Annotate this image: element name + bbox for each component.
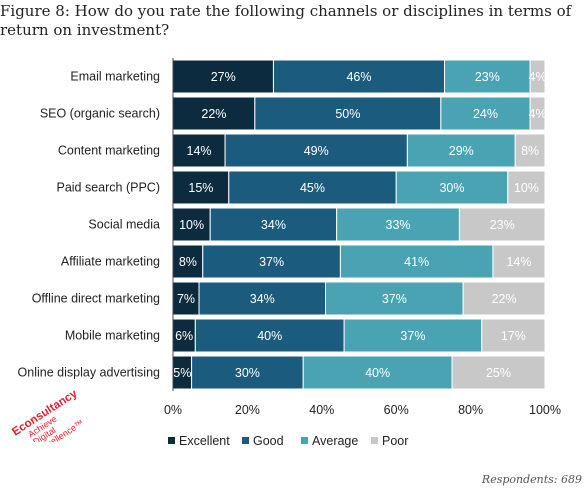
x-tick-labels: 0% 20% 40% 60% 80% 100% — [164, 403, 561, 417]
bar-segment-poor — [529, 96, 546, 131]
bar-segment-good — [228, 170, 397, 205]
data-label: 37% — [382, 292, 407, 306]
bar-segment-poor — [492, 244, 546, 279]
data-label: 4% — [529, 107, 547, 121]
x-tick-label: 20% — [235, 403, 260, 417]
category-label: Offline direct marketing — [32, 292, 160, 306]
data-label: 14% — [187, 144, 212, 158]
bar-segment-average — [395, 170, 509, 205]
data-label: 22% — [201, 107, 226, 121]
category-labels: Email marketing SEO (organic search) Conte… — [18, 70, 161, 380]
bar-segment-excellent — [172, 170, 230, 205]
category-label: Paid search (PPC) — [56, 181, 160, 195]
bar-segment-excellent — [172, 96, 256, 131]
data-label: 29% — [449, 144, 474, 158]
bar-segment-poor — [507, 170, 546, 205]
bar-segment-average — [444, 59, 531, 94]
data-label: 22% — [492, 292, 517, 306]
bar-segment-excellent — [172, 59, 274, 94]
data-label: 27% — [211, 70, 236, 84]
bar-segment-good — [224, 133, 408, 168]
bar-segment-good — [209, 207, 338, 242]
data-label: 34% — [250, 292, 275, 306]
econsultancy-logo: Econsultancy Achieve Digital Excellence™ — [10, 387, 85, 442]
respondents-note: Respondents: 689 — [481, 473, 582, 486]
x-tick-label: 100% — [529, 403, 561, 417]
data-label: 8% — [179, 255, 197, 269]
x-tick-label: 40% — [309, 403, 334, 417]
legend-swatch-excellent — [168, 437, 175, 444]
bar-segment-poor — [529, 59, 546, 94]
bar-segment-good — [254, 96, 442, 131]
category-label: Social media — [88, 218, 160, 232]
data-label: 37% — [400, 329, 425, 343]
figure-title: Figure 8: How do you rate the following … — [0, 2, 572, 39]
data-label: 30% — [235, 366, 260, 380]
data-label: 10% — [514, 181, 539, 195]
category-label: Mobile marketing — [65, 329, 160, 343]
bar-segment-poor — [451, 355, 546, 390]
data-label: 14% — [506, 255, 531, 269]
data-label: 8% — [521, 144, 539, 158]
x-tick-label: 60% — [384, 403, 409, 417]
data-label: 40% — [257, 329, 282, 343]
x-tick-label: 80% — [458, 403, 483, 417]
bar-segment-good — [194, 318, 345, 353]
legend-swatch-average — [301, 437, 308, 444]
category-label: Affiliate marketing — [61, 255, 160, 269]
bar-segment-average — [336, 207, 460, 242]
data-label: 10% — [179, 218, 204, 232]
bar-segment-good — [272, 59, 446, 94]
bar-segment-average — [339, 244, 494, 279]
bars-group: 27% 46% 23% 4% 22% 50% 24% 4% 14% 49% 29% 8% 15% 45% 3… — [172, 59, 547, 390]
data-label: 34% — [261, 218, 286, 232]
category-label: Email marketing — [70, 70, 160, 84]
bar-segment-poor — [514, 133, 546, 168]
data-label: 23% — [475, 70, 500, 84]
bar-segment-good — [202, 244, 341, 279]
data-label: 23% — [490, 218, 515, 232]
bar-segment-poor — [458, 207, 546, 242]
bar-segment-average — [325, 281, 464, 316]
bar-segment-excellent — [172, 244, 204, 279]
legend-label-excellent: Excellent — [179, 434, 230, 448]
bar-segment-average — [440, 96, 531, 131]
bar-segment-poor — [462, 281, 546, 316]
data-label: 41% — [404, 255, 429, 269]
data-label: 40% — [365, 366, 390, 380]
data-label: 49% — [304, 144, 329, 158]
data-label: 25% — [486, 366, 511, 380]
category-label: Content marketing — [58, 144, 160, 158]
data-label: 50% — [335, 107, 360, 121]
legend-label-average: Average — [312, 434, 358, 448]
data-label: 24% — [473, 107, 498, 121]
data-label: 5% — [173, 366, 191, 380]
data-label: 7% — [177, 292, 195, 306]
data-label: 37% — [259, 255, 284, 269]
data-label: 46% — [346, 70, 371, 84]
bar-segment-poor — [481, 318, 546, 353]
data-label: 17% — [501, 329, 526, 343]
data-label: 30% — [439, 181, 464, 195]
data-label: 6% — [175, 329, 193, 343]
bar-segment-excellent — [172, 207, 211, 242]
bar-segment-average — [343, 318, 483, 353]
legend-label-poor: Poor — [382, 434, 408, 448]
data-label: 45% — [300, 181, 325, 195]
legend-label-good: Good — [253, 434, 284, 448]
legend: Excellent Good Average Poor — [168, 434, 408, 448]
x-tick-label: 0% — [164, 403, 182, 417]
data-label: 15% — [188, 181, 213, 195]
category-label: SEO (organic search) — [40, 107, 160, 121]
legend-swatch-poor — [371, 437, 378, 444]
data-label: 4% — [529, 70, 547, 84]
data-label: 33% — [386, 218, 411, 232]
category-label: Online display advertising — [18, 366, 160, 380]
bar-segment-good — [198, 281, 327, 316]
legend-swatch-good — [242, 437, 249, 444]
